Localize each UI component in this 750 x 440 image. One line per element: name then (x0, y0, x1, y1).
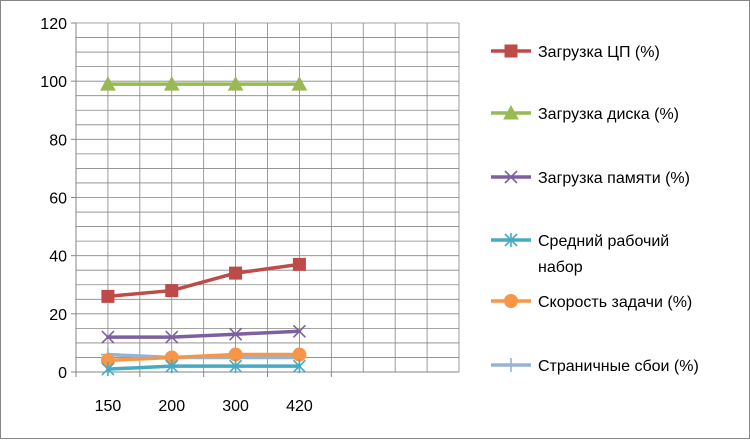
series-3 (101, 324, 306, 344)
data-point-square (229, 266, 243, 280)
legend-label: Средний рабочий набор (538, 233, 669, 276)
legend-item-1: Загрузка ЦП (%) (491, 44, 660, 61)
data-point-square (292, 257, 306, 271)
data-point-circle (504, 294, 518, 308)
data-point-x (101, 330, 115, 344)
data-point-triangle (227, 76, 244, 91)
data-point-square (165, 284, 179, 298)
grid-lines (76, 22, 460, 372)
x-tick-label: 420 (286, 398, 313, 415)
y-tick-label: 120 (40, 16, 67, 33)
legend-label-line: Загрузка памяти (%) (538, 170, 690, 187)
legend-label-line: набор (538, 259, 583, 276)
y-tick-label: 0 (58, 365, 67, 382)
series-1 (101, 257, 306, 303)
series-line (106, 329, 302, 339)
series-line (106, 262, 302, 299)
data-point-square (504, 44, 518, 58)
data-point-x (165, 330, 179, 344)
y-tick-label: 80 (49, 132, 67, 149)
data-point-triangle (291, 76, 308, 91)
legend-label-line: Средний рабочий (538, 233, 669, 250)
data-point-star (101, 362, 115, 377)
x-axis-tick-labels: 150 200 300 420 (95, 398, 313, 415)
x-tick-label: 300 (222, 398, 249, 415)
series-line (106, 364, 302, 371)
y-axis-tick-labels: 0 20 40 60 80 100 120 (40, 16, 67, 382)
legend-label: Загрузка диска (%) (538, 106, 679, 123)
data-point-circle (292, 347, 307, 362)
data-point-x (292, 324, 306, 338)
data-point-x (229, 327, 243, 341)
legend-label: Загрузка памяти (%) (538, 170, 690, 187)
legend-label: Скорость задачи (%) (538, 294, 692, 311)
series-line (106, 352, 302, 363)
legend-item-5: Скорость задачи (%) (491, 294, 692, 311)
y-tick-label: 20 (49, 307, 67, 324)
legend-label-line: Страничные сбои (%) (538, 358, 699, 375)
legend-item-3: Загрузка памяти (%) (491, 170, 690, 187)
data-point-square (101, 289, 115, 303)
data-point-star (229, 359, 243, 374)
data-point-triangle (100, 76, 116, 91)
data-series (100, 76, 308, 377)
legend-item-4: Средний рабочий набор (491, 233, 669, 276)
series-5 (100, 347, 307, 368)
y-tick-label: 100 (40, 74, 67, 91)
y-tick-label: 60 (49, 191, 67, 208)
legend-label-line: Загрузка ЦП (%) (538, 44, 660, 61)
data-point-triangle (163, 76, 180, 91)
data-point-x (504, 170, 518, 184)
data-point-star (504, 233, 518, 247)
legend-item-6: Страничные сбои (%) (491, 358, 699, 375)
data-point-star (165, 359, 179, 374)
axes (71, 22, 459, 377)
y-tick-label: 40 (49, 249, 67, 266)
data-point-circle (228, 347, 243, 362)
legend-label-line: Загрузка диска (%) (538, 106, 679, 123)
data-point-triangle (503, 104, 519, 120)
series-2 (100, 76, 308, 91)
legend-label: Страничные сбои (%) (538, 358, 699, 375)
x-tick-label: 150 (95, 398, 122, 415)
series-4 (101, 359, 306, 377)
legend-label-line: Скорость задачи (%) (538, 294, 692, 311)
legend: Загрузка ЦП (%) Загрузка диска (%) Загрузк… (491, 44, 699, 375)
data-point-plus (504, 358, 518, 372)
legend-label: Загрузка ЦП (%) (538, 44, 660, 61)
legend-item-2: Загрузка диска (%) (491, 104, 679, 123)
data-point-star (292, 359, 306, 374)
x-tick-label: 200 (158, 398, 185, 415)
